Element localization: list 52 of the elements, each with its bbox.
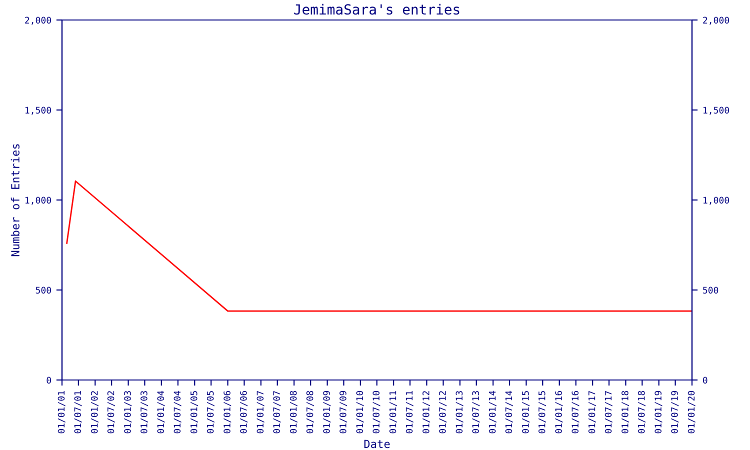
x-tick-label: 01/07/11	[406, 391, 414, 434]
x-tick-label: 01/01/07	[256, 391, 264, 434]
y2-tick-label: 0	[703, 376, 708, 384]
x-tick-label: 01/07/10	[372, 391, 380, 434]
y-tick-label: 1,500	[25, 106, 51, 115]
x-tick-label: 01/07/09	[340, 391, 348, 434]
y-tick-label: 0	[46, 376, 51, 384]
x-tick-label: 01/07/02	[107, 391, 115, 434]
x-tick-label: 01/07/01	[74, 391, 82, 434]
y2-tick-label: 2,000	[703, 16, 730, 25]
x-tick-label: 01/01/09	[323, 391, 331, 434]
x-tick-label: 01/01/18	[622, 390, 630, 434]
x-tick-label: 01/01/10	[356, 391, 364, 434]
x-tick-label: 01/07/07	[273, 391, 281, 434]
x-tick-label: 01/01/19	[654, 391, 662, 434]
x-tick-label: 01/01/12	[422, 391, 430, 434]
x-tick-label: 01/07/12	[439, 391, 447, 434]
x-tick-label: 01/07/15	[538, 391, 546, 434]
y-axis-title: Number of Entries	[10, 144, 20, 256]
x-tick-label: 01/01/08	[290, 390, 298, 434]
x-tick-label: 01/01/16	[555, 391, 563, 434]
chart-title: JemimaSara's entries	[294, 4, 460, 15]
y2-tick-label: 1,500	[704, 106, 730, 115]
x-tick-label: 01/01/06	[224, 391, 232, 434]
x-tick-label: 01/01/20	[688, 391, 696, 434]
x-tick-label: 01/07/19	[671, 391, 679, 434]
y2-tick-label: 1,000	[704, 196, 730, 205]
x-tick-label: 01/01/01	[58, 391, 66, 434]
x-tick-label: 01/07/08	[306, 390, 314, 434]
x-tick-label: 01/01/11	[389, 391, 397, 434]
x-tick-label: 01/01/14	[488, 390, 496, 434]
x-tick-label: 01/01/15	[522, 391, 530, 434]
x-tick-label: 01/01/04	[157, 390, 165, 434]
y-tick-label: 2,000	[25, 16, 51, 25]
x-tick-label: 01/07/14	[505, 390, 513, 434]
x-tick-label: 01/01/13	[456, 391, 464, 434]
x-tick-label: 01/01/05	[190, 391, 198, 434]
x-tick-label: 01/01/03	[124, 391, 132, 434]
x-tick-label: 01/07/05	[206, 391, 214, 434]
x-axis-title: Date	[364, 440, 390, 448]
x-tick-label: 01/07/06	[240, 391, 248, 434]
x-tick-label: 01/07/03	[140, 391, 148, 434]
x-tick-label: 01/07/13	[472, 391, 480, 434]
x-tick-label: 01/07/17	[604, 391, 612, 434]
x-tick-label: 01/07/18	[638, 390, 646, 434]
y-tick-label: 1,000	[25, 196, 51, 205]
x-tick-label: 01/07/04	[174, 390, 182, 434]
x-tick-label: 01/01/02	[90, 391, 98, 434]
x-tick-label: 01/07/16	[572, 391, 580, 434]
y2-tick-label: 500	[703, 286, 718, 294]
y-tick-label: 500	[36, 286, 51, 294]
x-tick-label: 01/01/17	[588, 391, 596, 434]
